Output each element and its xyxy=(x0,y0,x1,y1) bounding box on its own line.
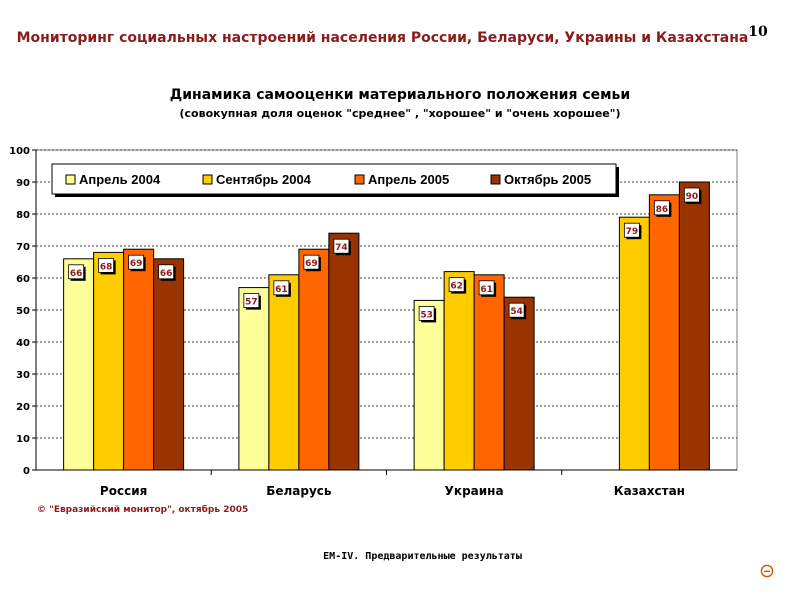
circle-minus-icon[interactable] xyxy=(760,564,774,578)
bar xyxy=(413,299,445,471)
data-label-box xyxy=(508,302,525,318)
legend-label: Апрель 2004 xyxy=(79,172,161,187)
x-tick-label: Беларусь xyxy=(266,484,332,498)
data-label: 53 xyxy=(420,310,433,320)
data-label: 69 xyxy=(305,259,318,269)
legend-swatch xyxy=(354,174,365,185)
y-tick-label: 30 xyxy=(16,370,30,381)
chart-subtitle: (совокупная доля оценок "среднее" , "хор… xyxy=(179,107,621,120)
x-tick-label: Украина xyxy=(445,484,504,498)
data-label-box xyxy=(158,264,175,280)
data-label-box xyxy=(653,200,670,216)
x-tick-label: Россия xyxy=(100,484,147,498)
bar xyxy=(328,232,360,471)
legend-item: Октябрь 2005 xyxy=(490,172,591,187)
page-header-title: Мониторинг социальных настроений населен… xyxy=(16,30,749,46)
bar xyxy=(298,248,330,471)
data-label-box xyxy=(448,277,465,293)
bar xyxy=(443,271,475,471)
data-label-box xyxy=(683,187,700,203)
x-tick-label: Казахстан xyxy=(614,484,685,498)
bar xyxy=(268,274,300,471)
y-tick-label: 20 xyxy=(16,402,30,413)
data-label-box xyxy=(98,257,115,273)
data-label-box xyxy=(478,280,495,296)
legend-label: Апрель 2005 xyxy=(368,172,449,187)
data-label: 54 xyxy=(510,307,523,317)
y-tick-label: 60 xyxy=(16,274,30,285)
legend-box xyxy=(51,163,617,195)
legend-swatch xyxy=(202,174,213,185)
legend-label: Сентябрь 2004 xyxy=(216,172,312,187)
data-label: 79 xyxy=(626,227,639,237)
source-note: © "Евразийский монитор", октябрь 2005 xyxy=(37,505,249,515)
legend-swatch xyxy=(65,174,76,185)
bar xyxy=(63,258,95,471)
bar xyxy=(153,258,185,471)
data-label-box xyxy=(333,238,350,254)
y-tick-label: 70 xyxy=(16,242,30,253)
y-tick-label: 90 xyxy=(16,178,30,189)
bar xyxy=(618,216,650,471)
bar xyxy=(678,181,710,471)
data-label-box xyxy=(303,254,320,270)
data-label: 66 xyxy=(160,269,173,279)
y-tick-label: 80 xyxy=(16,210,30,221)
legend: Апрель 2004 Сентябрь 2004 Апрель 2005 Октяб… xyxy=(51,163,617,195)
data-label: 66 xyxy=(70,269,83,279)
data-label-box xyxy=(128,254,145,270)
bar xyxy=(473,274,505,471)
y-tick-label: 0 xyxy=(23,466,30,477)
bar xyxy=(648,194,680,471)
y-tick-label: 100 xyxy=(9,146,30,157)
data-label: 68 xyxy=(100,262,113,272)
data-label: 86 xyxy=(656,205,669,215)
bar xyxy=(238,287,270,471)
page-number: 10 xyxy=(748,24,768,40)
data-label: 57 xyxy=(245,298,258,308)
y-tick-label: 50 xyxy=(16,306,30,317)
bar xyxy=(123,248,155,471)
data-label: 61 xyxy=(275,285,288,295)
legend-item: Сентябрь 2004 xyxy=(202,172,312,187)
data-label-box xyxy=(623,222,640,238)
data-label-box xyxy=(243,293,260,309)
footer-text: EM-IV. Предварительные результаты xyxy=(323,551,522,562)
legend-item: Апрель 2004 xyxy=(65,172,161,187)
data-label: 74 xyxy=(335,243,348,253)
data-label-box xyxy=(68,264,85,280)
chart-title: Динамика самооценки материального положе… xyxy=(169,87,631,103)
data-label-box xyxy=(273,280,290,296)
y-tick-label: 10 xyxy=(16,434,30,445)
bar xyxy=(503,296,535,471)
bar xyxy=(93,251,125,471)
legend-swatch xyxy=(490,174,501,185)
data-label: 61 xyxy=(480,285,493,295)
data-label: 69 xyxy=(130,259,143,269)
data-label-box xyxy=(418,305,435,321)
data-label: 62 xyxy=(450,282,463,292)
data-label: 90 xyxy=(686,192,699,202)
legend-item: Апрель 2005 xyxy=(354,172,449,187)
y-tick-label: 40 xyxy=(16,338,30,349)
legend-label: Октябрь 2005 xyxy=(504,172,591,187)
